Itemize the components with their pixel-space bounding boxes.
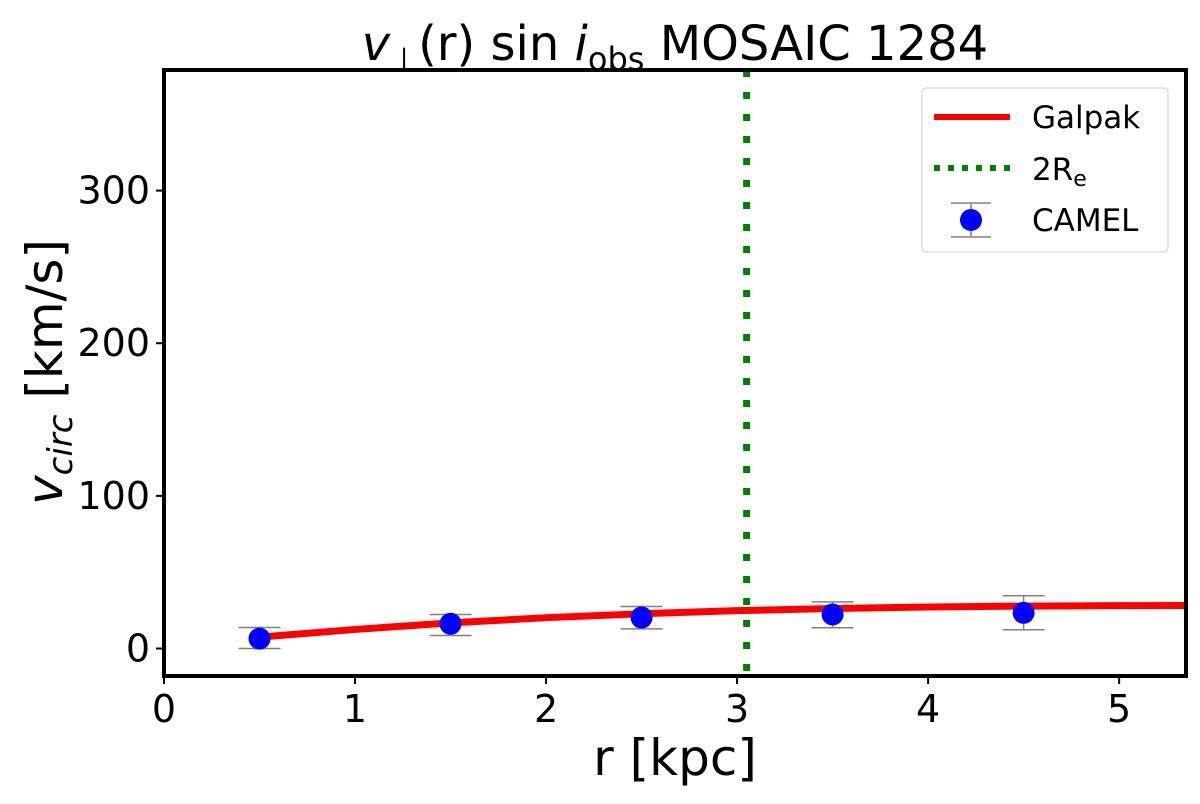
plot-area: 0 1 2 3 4 5 0 100 200 300 (77, 68, 1188, 731)
camel-point (439, 612, 462, 635)
x-axis-label: r [kpc] (593, 729, 757, 787)
legend: Galpak 2Re CAMEL (921, 87, 1169, 253)
y-tick-label: 200 (77, 321, 150, 365)
y-tick-label: 0 (126, 627, 150, 671)
legend-galpak-label: Galpak (1032, 100, 1140, 136)
galpak-line (259, 601, 1186, 641)
camel-point (1012, 601, 1035, 624)
camel-point (248, 627, 271, 650)
x-tick-label: 2 (534, 687, 558, 731)
x-tick-label: 3 (725, 687, 749, 731)
x-tick-label: 5 (1107, 687, 1131, 731)
x-tick-label: 1 (343, 687, 367, 731)
x-tick-label: 4 (916, 687, 940, 731)
legend-camel-marker (960, 209, 982, 231)
legend-2re-label: 2Re (1032, 152, 1087, 192)
y-tick-label: 100 (77, 474, 150, 518)
plot-frame (162, 68, 1188, 678)
legend-camel-label: CAMEL (1032, 203, 1139, 239)
y-axis-label: vcirc [km/s] (16, 239, 81, 505)
legend-box (921, 87, 1169, 253)
camel-point (821, 603, 844, 626)
y-tick-label: 300 (77, 169, 150, 213)
camel-point (630, 606, 653, 629)
x-tick-label: 0 (152, 687, 176, 731)
